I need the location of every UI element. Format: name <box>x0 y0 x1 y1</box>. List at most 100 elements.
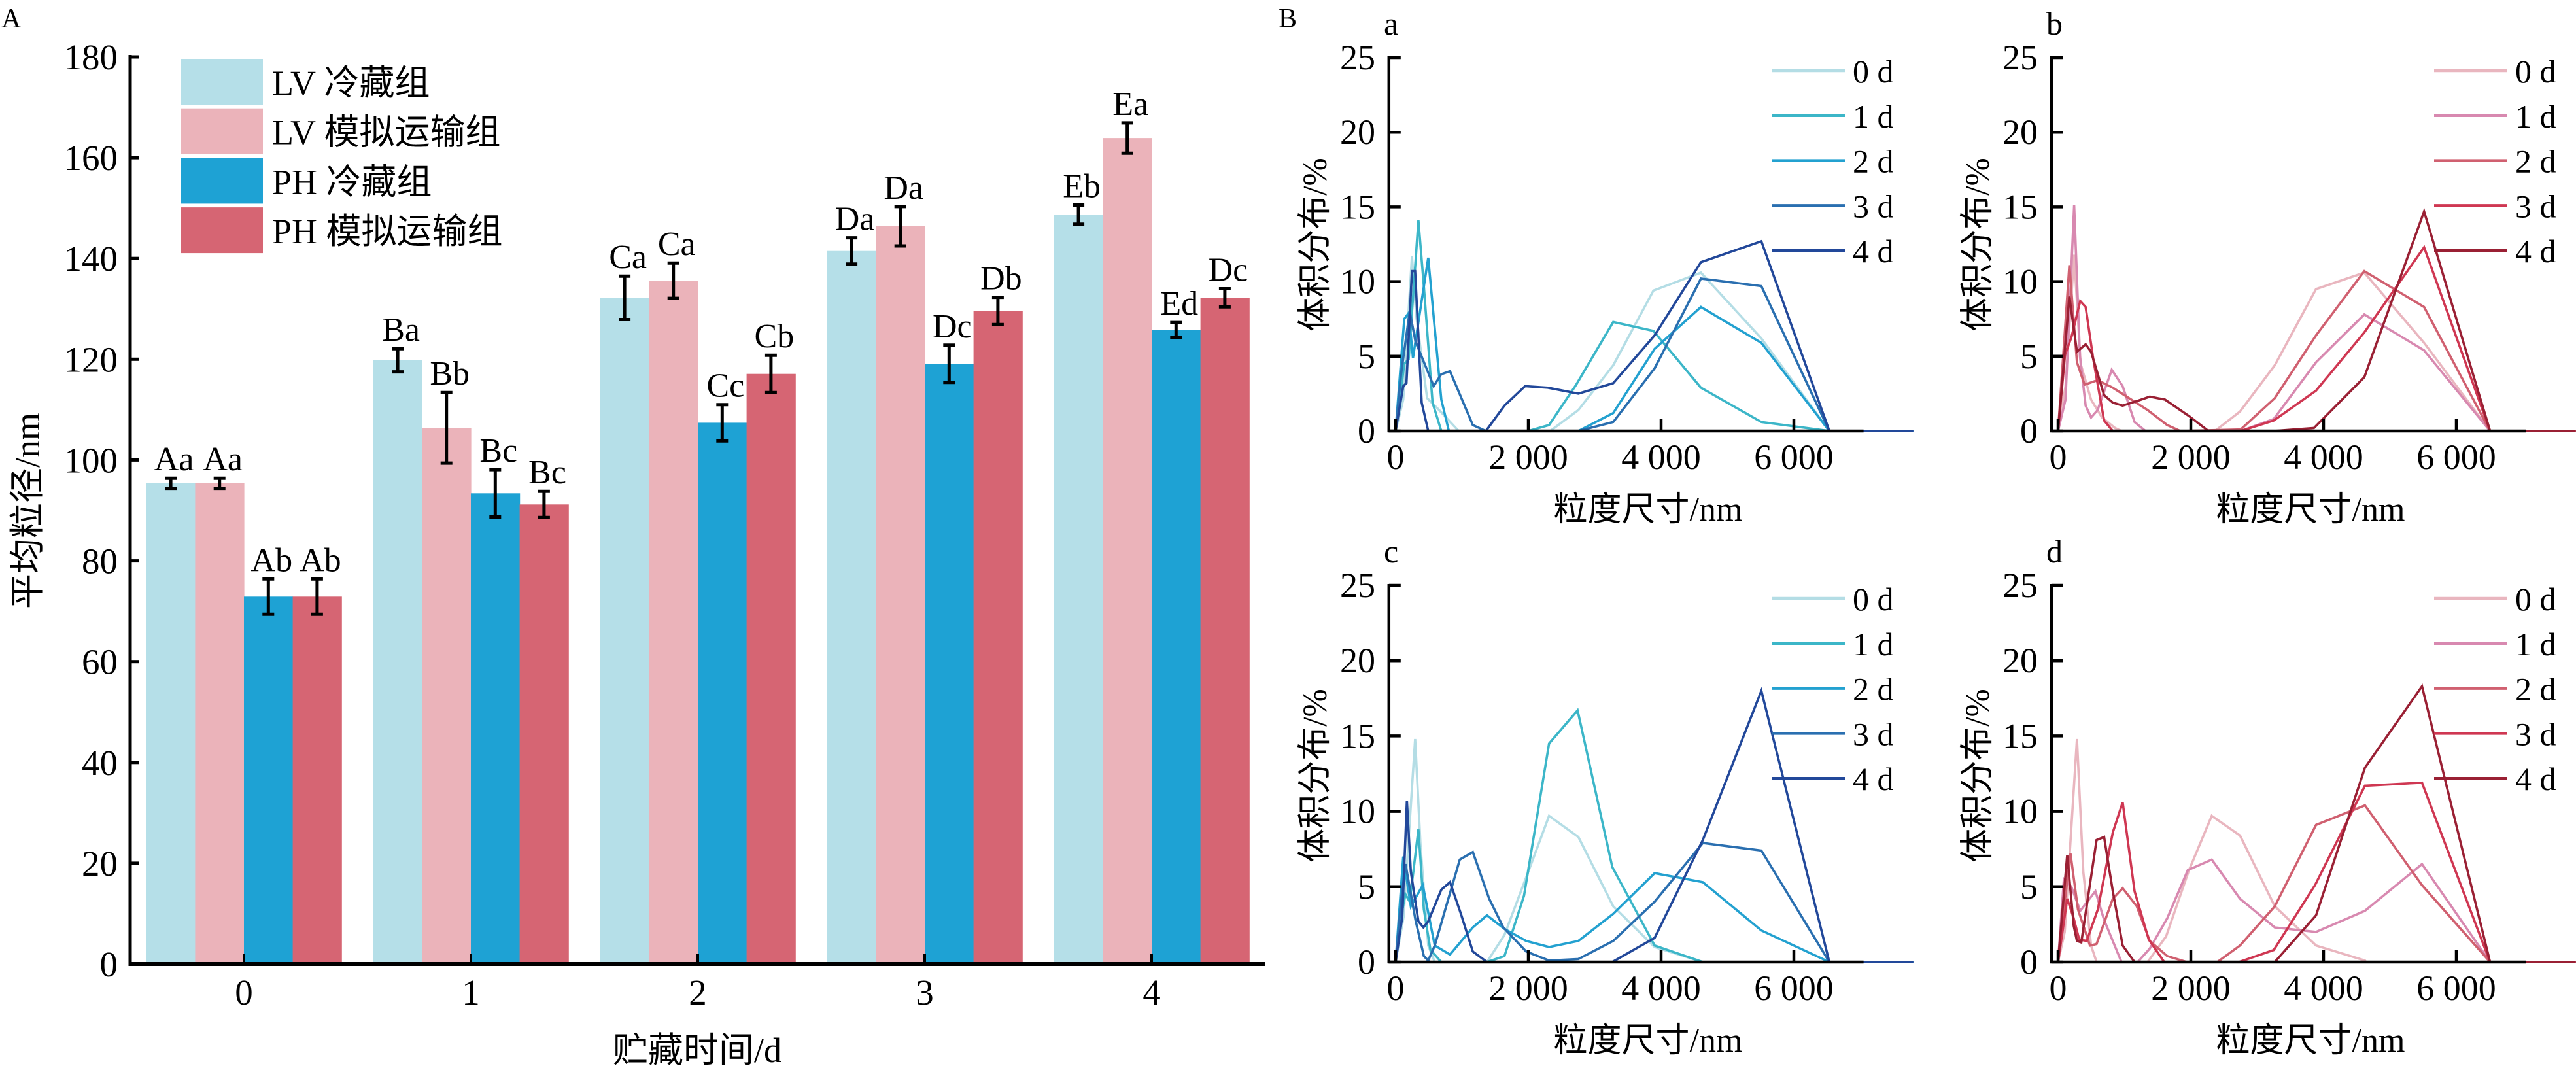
panel-label-d: d <box>2046 533 2063 570</box>
error-bar <box>764 353 777 394</box>
y-tick-label: 0 <box>1358 411 1375 451</box>
error-bar <box>991 296 1004 326</box>
panel-label-c: c <box>1384 533 1398 570</box>
error-bar <box>716 403 729 443</box>
legend-label: 3 d <box>2515 715 2556 752</box>
y-tick-label: 15 <box>1340 187 1375 226</box>
y-tick-label: 0 <box>100 944 118 984</box>
line-chart-panel-c: 0 5 10 15 20 25 0 2 000 4 000 6 000 粒度尺寸/nm 体积分布/% c… <box>1297 533 1914 1059</box>
x-axis-title: 粒度尺寸/nm <box>1554 1022 1743 1059</box>
legend-item: 0 d <box>2434 53 2556 90</box>
significance-label: Eb <box>1063 168 1101 205</box>
legend-item: 4 d <box>2434 233 2556 269</box>
x-tick-label: 2 000 <box>2151 969 2231 1008</box>
legend-item: 3 d <box>1772 188 1894 224</box>
x-axis-title: 粒度尺寸/nm <box>1554 491 1743 528</box>
error-bar <box>165 476 177 491</box>
series-line <box>2057 738 2576 963</box>
legend-swatch <box>181 59 263 105</box>
bar <box>649 281 698 965</box>
significance-label: Aa <box>203 441 243 478</box>
series-line <box>1394 842 1914 963</box>
bar <box>1054 215 1103 965</box>
significance-label: Dc <box>933 308 972 345</box>
bar <box>827 250 876 965</box>
panel-label-b: b <box>2046 5 2063 42</box>
y-axis-title: 体积分布/% <box>1297 689 1334 863</box>
legend-label: 0 d <box>1853 581 1894 617</box>
legend: 0 d 1 d 2 d 3 d 4 d <box>1772 53 1894 269</box>
legend-swatch <box>181 158 263 204</box>
x-tick-label: 4 000 <box>2284 438 2363 477</box>
y-tick-label: 140 <box>64 239 118 279</box>
legend-item: LV 模拟运输组 <box>181 108 501 154</box>
legend-label: 2 d <box>1853 143 1894 180</box>
axes: 0 5 10 15 20 25 0 2 000 4 000 6 000 粒度尺寸/nm 体积分布/% <box>1959 38 2526 528</box>
x-axis-title: 粒度尺寸/nm <box>2216 491 2405 528</box>
series-line <box>2057 804 2576 963</box>
axes: 0 5 10 15 20 25 0 2 000 4 000 6 000 粒度尺寸/nm 体积分布/% <box>1959 566 2526 1059</box>
bar <box>422 428 472 964</box>
significance-label: Aa <box>154 441 194 478</box>
x-tick-label: 4 000 <box>1621 969 1701 1008</box>
bar <box>146 483 196 964</box>
legend-label: 1 d <box>1853 626 1894 663</box>
legend-item: 2 d <box>2434 671 2556 708</box>
bar <box>1200 298 1250 964</box>
bar <box>471 493 521 964</box>
legend-item: LV 冷藏组 <box>181 59 430 105</box>
legend-label: LV 冷藏组 <box>272 63 430 103</box>
y-tick-label: 25 <box>1340 38 1375 77</box>
legend: LV 冷藏组 LV 模拟运输组 PH 冷藏组 PH 模拟运输组 <box>181 59 503 254</box>
x-tick-label: 4 000 <box>1621 438 1701 477</box>
line-chart-panel-d: 0 5 10 15 20 25 0 2 000 4 000 6 000 粒度尺寸/nm 体积分布/% d… <box>1959 533 2576 1059</box>
y-tick-label: 10 <box>2002 262 2038 301</box>
x-tick-label: 6 000 <box>2416 438 2496 477</box>
legend-label: 0 d <box>2515 53 2556 90</box>
legend-item: 2 d <box>1772 143 1894 180</box>
error-bars <box>165 121 1231 616</box>
y-tick-label: 20 <box>1340 112 1375 152</box>
error-bar <box>1073 203 1085 226</box>
legend-item: 0 d <box>2434 581 2556 617</box>
y-tick-label: 160 <box>64 138 118 178</box>
error-bar <box>311 577 323 616</box>
y-tick-label: 5 <box>2020 337 2038 376</box>
y-tick-label: 15 <box>2002 187 2038 226</box>
y-tick-label: 20 <box>82 844 118 884</box>
x-tick-label: 0 <box>2050 969 2067 1008</box>
legend-label: 2 d <box>1853 671 1894 708</box>
legend-swatch <box>181 207 263 254</box>
y-tick-label: 10 <box>2002 792 2038 831</box>
legend-label: 4 d <box>2515 761 2556 797</box>
legend-label: PH 模拟运输组 <box>272 212 503 251</box>
y-tick-label: 0 <box>1358 942 1375 982</box>
series-line <box>2057 858 2576 963</box>
series-line <box>2057 683 2576 963</box>
legend-label: 2 d <box>2515 671 2556 708</box>
series-line <box>2057 207 2576 432</box>
y-tick-label: 5 <box>2020 867 2038 906</box>
x-tick-label: 6 000 <box>2416 969 2496 1008</box>
bar <box>600 298 649 964</box>
series-line <box>1394 277 1914 432</box>
error-bar <box>440 390 453 465</box>
legend-label: 1 d <box>1853 98 1894 135</box>
series-line <box>1394 738 1914 963</box>
legend: 0 d 1 d 2 d 3 d 4 d <box>2434 581 2556 797</box>
y-tick-label: 5 <box>1358 867 1375 906</box>
y-axis-title: 体积分布/% <box>1959 689 1997 863</box>
axes: 0 5 10 15 20 25 0 2 000 4 000 6 000 粒度尺寸/nm 体积分布/% <box>1297 566 1864 1059</box>
axes: 0 20 40 60 80 100 120 140 160 180 0 1 2 3 4 贮藏时间/d 平均粒径/… <box>8 37 1265 1068</box>
legend-label: 3 d <box>1853 715 1894 752</box>
series-lines <box>1394 687 1914 963</box>
y-tick-label: 20 <box>1340 641 1375 680</box>
x-tick-label: 4 <box>1142 973 1161 1012</box>
error-bar <box>943 343 955 385</box>
bar <box>876 226 925 964</box>
legend-label: 2 d <box>2515 143 2556 180</box>
x-tick-label: 0 <box>1387 969 1405 1008</box>
x-tick-label: 6 000 <box>1754 438 1834 477</box>
